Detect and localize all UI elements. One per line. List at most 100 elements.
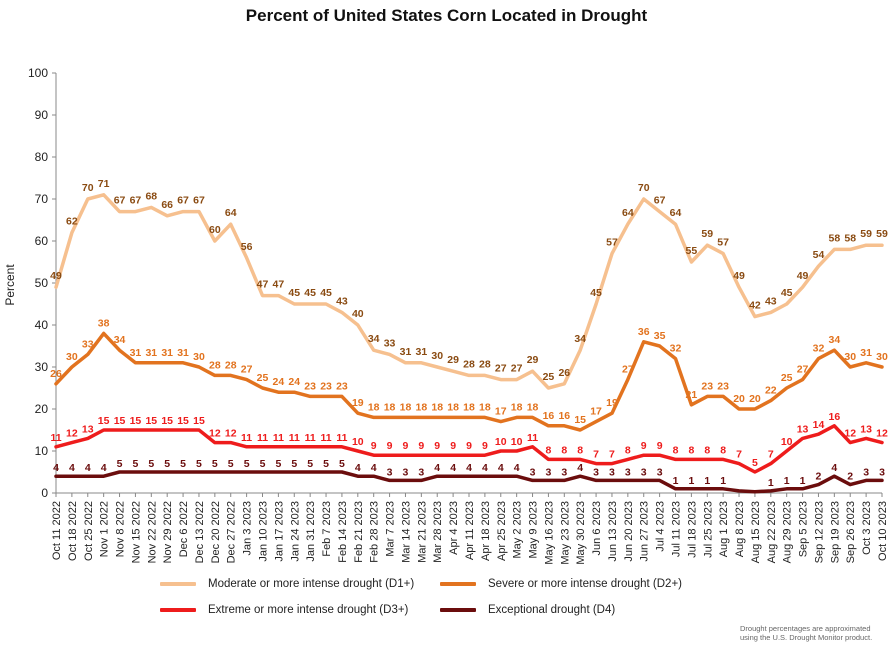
- series-line-1: [54, 331, 884, 432]
- data-label: 67: [193, 195, 205, 207]
- x-tick-label: Sep 12 2023: [813, 501, 825, 563]
- data-label: 27: [797, 364, 809, 376]
- data-label: 4: [450, 462, 456, 474]
- data-label: 28: [209, 359, 221, 371]
- data-label: 21: [686, 389, 698, 401]
- legend-item-d3: Extreme or more intense drought (D3+): [160, 604, 408, 616]
- series-line-0: [54, 193, 884, 390]
- data-label: 3: [641, 466, 647, 478]
- footnote-line-1: Drought percentages are approximated: [740, 624, 871, 633]
- data-label: 11: [289, 432, 300, 444]
- y-tick-label: 50: [35, 276, 49, 290]
- x-tick-label: Apr 11 2023: [464, 501, 476, 560]
- data-label: 15: [98, 415, 110, 427]
- data-label: 45: [781, 287, 793, 299]
- x-tick-label: Feb 7 2023: [321, 501, 333, 557]
- data-label: 10: [781, 436, 793, 448]
- data-label: 34: [829, 334, 841, 346]
- data-label: 5: [339, 458, 345, 470]
- x-tick-label: May 30 2023: [575, 501, 587, 565]
- x-tick-label: May 23 2023: [559, 501, 571, 565]
- data-label: 18: [400, 401, 412, 413]
- x-tick-label: Nov 1 2022: [99, 501, 111, 557]
- data-label: 15: [193, 415, 205, 427]
- data-label: 5: [323, 458, 329, 470]
- data-label: 4: [53, 462, 59, 474]
- data-label: 9: [403, 440, 409, 452]
- x-tick-label: Aug 29 2023: [782, 501, 794, 563]
- data-label: 23: [717, 380, 729, 392]
- y-tick-label: 30: [35, 360, 49, 374]
- data-label: 4: [371, 462, 377, 474]
- data-label: 59: [876, 228, 888, 240]
- data-label: 23: [320, 380, 332, 392]
- data-label: 5: [212, 458, 218, 470]
- chart-axes: 0 10 20 30 40 50 60 70 80 90 100 Oct 11 2022 Oct 18 …: [28, 66, 889, 565]
- x-tick-label: Feb 14 2023: [337, 501, 349, 563]
- data-label: 10: [511, 436, 523, 448]
- data-label: 9: [387, 440, 393, 452]
- data-label: 11: [273, 432, 284, 444]
- data-label: 54: [813, 249, 825, 261]
- legend-swatch-d3: [160, 608, 196, 612]
- data-label: 22: [765, 385, 777, 397]
- data-label: 42: [749, 300, 761, 312]
- data-label: 11: [320, 432, 331, 444]
- data-label: 25: [257, 372, 269, 384]
- x-tick-label: Oct 11 2022: [51, 501, 63, 560]
- data-label: 20: [733, 393, 745, 405]
- data-label: 30: [876, 351, 888, 363]
- legend-label-d2: Severe or more intense drought (D2+): [488, 578, 683, 590]
- data-label: 9: [450, 440, 456, 452]
- data-label: 4: [434, 462, 440, 474]
- data-label: 7: [609, 449, 615, 461]
- data-label: 19: [352, 397, 364, 409]
- data-label: 28: [225, 359, 237, 371]
- x-tick-label: Jun 6 2023: [591, 501, 603, 555]
- data-label: 4: [466, 462, 472, 474]
- y-tick-label: 20: [35, 402, 49, 416]
- data-label: 9: [434, 440, 440, 452]
- legend-item-d1: Moderate or more intense drought (D1+): [160, 578, 414, 590]
- data-label: 26: [50, 368, 62, 380]
- data-label: 4: [69, 462, 75, 474]
- data-label: 66: [161, 199, 173, 211]
- x-tick-label: Jul 4 2023: [655, 501, 667, 552]
- data-label: 27: [241, 364, 253, 376]
- data-label: 12: [209, 428, 221, 440]
- data-label: 45: [304, 287, 316, 299]
- data-label: 17: [495, 406, 507, 418]
- data-label: 4: [355, 462, 361, 474]
- y-tick-label: 0: [41, 486, 48, 500]
- x-tick-label: Oct 18 2022: [67, 501, 79, 561]
- data-label: 15: [574, 414, 586, 426]
- data-label: 11: [50, 432, 61, 444]
- data-label: 32: [813, 343, 825, 355]
- data-label: 9: [641, 440, 647, 452]
- data-label: 31: [177, 347, 189, 359]
- data-label: 43: [336, 295, 348, 307]
- data-label: 29: [527, 354, 539, 366]
- data-label: 3: [609, 466, 615, 478]
- data-label: 5: [133, 458, 139, 470]
- data-label: 25: [543, 371, 555, 383]
- data-label: 31: [145, 347, 157, 359]
- data-label: 9: [418, 440, 424, 452]
- x-tick-label: Jan 24 2023: [289, 501, 301, 562]
- data-label: 1: [784, 475, 790, 487]
- x-tick-label: May 9 2023: [528, 501, 540, 558]
- x-tick-label: Jun 27 2023: [639, 501, 651, 562]
- x-tick-label: Nov 8 2022: [115, 501, 127, 557]
- y-tick-label: 70: [35, 192, 49, 206]
- data-label: 4: [482, 462, 488, 474]
- data-label: 10: [352, 436, 364, 448]
- data-label: 12: [876, 428, 888, 440]
- data-label: 2: [816, 471, 822, 483]
- chart-title: Percent of United States Corn Located in…: [245, 6, 648, 25]
- data-label: 59: [860, 228, 872, 240]
- legend-label-d3: Extreme or more intense drought (D3+): [208, 604, 409, 616]
- data-label: 11: [527, 432, 538, 444]
- x-tick-label: Feb 28 2023: [369, 501, 381, 563]
- data-label: 45: [320, 287, 332, 299]
